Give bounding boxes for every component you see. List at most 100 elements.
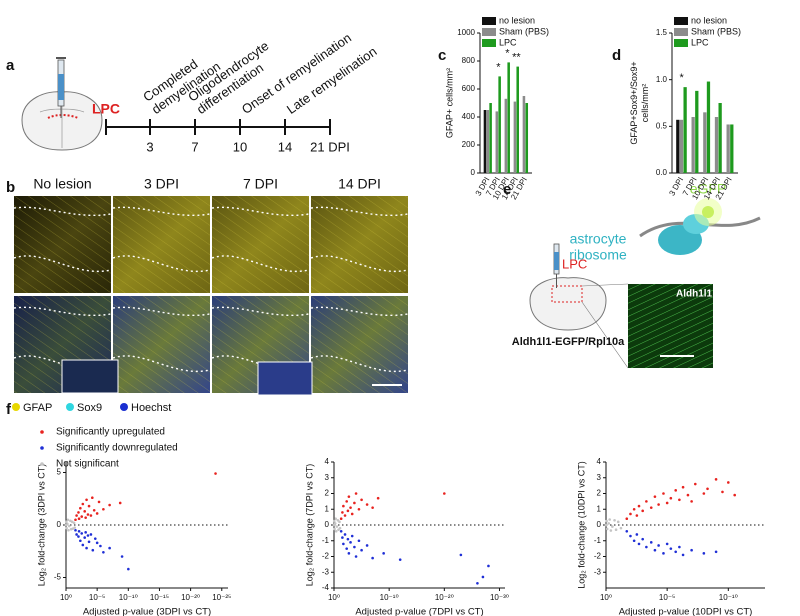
y-tick-label: 0 — [57, 520, 62, 529]
legend-label: Sox9 — [77, 402, 102, 414]
lesion-border — [112, 306, 211, 317]
point — [382, 552, 385, 555]
column-header: 7 DPI — [243, 176, 278, 192]
day-label: 21 DPI — [310, 139, 350, 154]
y-tick-label: 4 — [597, 457, 602, 466]
point — [84, 516, 87, 519]
point — [487, 564, 490, 568]
lesion-border — [13, 306, 112, 317]
day-label: 7 — [191, 139, 198, 154]
point — [108, 503, 111, 507]
point — [80, 515, 84, 518]
point — [102, 551, 105, 554]
legend-dot — [12, 403, 20, 411]
legend-swatch — [482, 39, 496, 47]
x-tick-label: 10⁻²⁰ — [181, 593, 200, 602]
point — [102, 507, 105, 511]
point — [346, 537, 350, 541]
point — [645, 545, 648, 549]
organelle-label: ribosome — [569, 247, 627, 263]
bar — [504, 98, 508, 173]
point — [89, 533, 93, 536]
y-axis-label: GFAP+ cells/mm² — [444, 68, 454, 138]
point — [662, 492, 665, 495]
point — [338, 526, 342, 530]
point — [681, 485, 685, 489]
point — [81, 502, 85, 506]
legend-label: GFAP — [23, 402, 52, 414]
panel-b: No lesion 3 DPI 7 DPI 14 DPI GFAP Sox9 Hoechst — [12, 176, 409, 414]
bar — [507, 62, 510, 173]
point — [632, 507, 636, 511]
point — [91, 548, 95, 552]
y-axis-label: Log₂ fold-change (10DPI vs CT) — [576, 461, 586, 589]
point — [611, 525, 614, 528]
bar — [706, 81, 711, 173]
point — [343, 514, 347, 517]
point — [608, 518, 611, 521]
panel-letter: e — [503, 181, 511, 198]
y-axis-label: Log₂ fold-change (3DPI vs CT) — [36, 464, 46, 587]
point — [721, 490, 724, 494]
point — [66, 522, 69, 526]
lesion-border — [310, 306, 409, 317]
significance: * — [680, 72, 685, 84]
point — [349, 541, 352, 544]
mouse-line-label: Aldh1l1-EGFP/Rpl10a — [512, 336, 625, 348]
syringe-fluid-e — [554, 252, 559, 270]
point — [77, 511, 80, 514]
lesion-border — [310, 206, 409, 217]
bar — [522, 96, 526, 173]
day-label: 3 — [146, 139, 153, 154]
x-axis-label: Adjusted p-value (10DPI vs CT) — [619, 607, 753, 616]
bar — [730, 124, 734, 173]
bar — [726, 124, 730, 173]
micrograph-texture — [14, 196, 111, 293]
y-tick-label: 5 — [57, 468, 62, 477]
y-tick-label: 1 — [325, 504, 330, 513]
point — [77, 530, 81, 533]
day-label: 14 — [278, 139, 292, 154]
point — [77, 517, 81, 520]
point — [353, 545, 356, 549]
point — [343, 533, 347, 536]
point — [690, 500, 693, 503]
legend-label: Significantly downregulated — [56, 443, 178, 454]
point — [86, 513, 90, 516]
point — [609, 529, 613, 532]
y-tick-label: 1.5 — [656, 28, 668, 37]
point — [625, 530, 629, 533]
lesion-border — [211, 206, 310, 217]
treatment-label: LPC — [92, 101, 120, 117]
panel-letter: c — [438, 47, 446, 64]
y-tick-label: -4 — [322, 583, 330, 592]
point — [637, 504, 641, 508]
x-tick-label: 10⁰ — [600, 593, 612, 602]
x-tick-label: 10⁻¹⁰ — [119, 593, 138, 602]
point — [332, 519, 336, 523]
point — [347, 495, 351, 498]
point — [341, 536, 344, 539]
inset — [61, 359, 119, 394]
point — [376, 496, 380, 500]
point — [77, 535, 80, 538]
y-tick-label: -2 — [322, 552, 330, 561]
point — [333, 527, 336, 531]
point — [74, 528, 77, 532]
point — [714, 550, 718, 554]
legend-dot — [66, 403, 74, 411]
point — [686, 493, 690, 497]
point — [341, 511, 344, 514]
point — [74, 518, 77, 522]
point — [350, 512, 354, 516]
y-tick-label: 0 — [325, 520, 330, 529]
point — [65, 526, 68, 530]
point — [398, 558, 402, 561]
legend-dot — [120, 403, 128, 411]
y-tick-label: -3 — [322, 567, 330, 576]
point — [641, 509, 644, 513]
point — [357, 539, 361, 543]
point — [357, 507, 361, 511]
